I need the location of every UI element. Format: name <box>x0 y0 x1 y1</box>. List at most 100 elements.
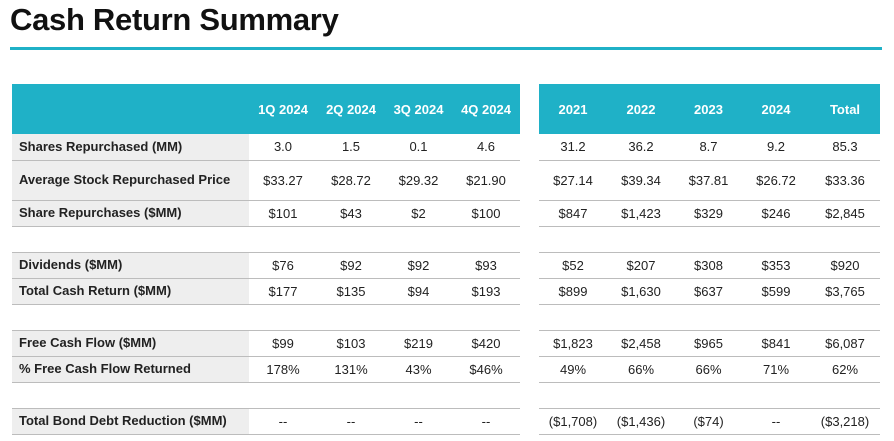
annual-value-cell: $26.72 <box>742 160 810 201</box>
table-row: Total Cash Return ($MM) $177 $135 $94 $193 <box>12 278 520 305</box>
annual-value-cell: $841 <box>742 330 810 357</box>
spacer-row <box>12 226 520 253</box>
quarterly-value-cell: $21.90 <box>452 160 520 201</box>
spacer-cell <box>385 304 452 331</box>
annual-value-cell: $920 <box>810 252 880 279</box>
annual-value-cell: $39.34 <box>607 160 675 201</box>
quarterly-value-cell: $43 <box>317 200 385 227</box>
annual-value-cell: $308 <box>675 252 742 279</box>
header-2023: 2023 <box>675 84 742 134</box>
quarterly-value-cell: 1.5 <box>317 134 385 161</box>
row-label: Dividends ($MM) <box>12 252 249 279</box>
spacer-cell <box>385 226 452 253</box>
annual-header-row: 2021 2022 2023 2024 Total <box>539 84 880 134</box>
annual-value-cell: $6,087 <box>810 330 880 357</box>
table-row: $52 $207 $308 $353 $920 <box>539 252 880 279</box>
header-1q-2024: 1Q 2024 <box>249 84 317 134</box>
spacer-cell <box>539 304 607 331</box>
annual-value-cell: 62% <box>810 356 880 383</box>
quarterly-value-cell: 4.6 <box>452 134 520 161</box>
quarterly-value-cell: $2 <box>385 200 452 227</box>
header-2022: 2022 <box>607 84 675 134</box>
annual-value-cell: $353 <box>742 252 810 279</box>
spacer-cell <box>452 382 520 409</box>
annual-value-cell: $599 <box>742 278 810 305</box>
annual-value-cell: 36.2 <box>607 134 675 161</box>
spacer-cell <box>810 304 880 331</box>
quarterly-value-cell: $420 <box>452 330 520 357</box>
quarterly-value-cell: $33.27 <box>249 160 317 201</box>
quarterly-value-cell: $92 <box>317 252 385 279</box>
spacer-cell <box>742 304 810 331</box>
spacer-cell <box>317 382 385 409</box>
annual-value-cell: $207 <box>607 252 675 279</box>
annual-value-cell: $37.81 <box>675 160 742 201</box>
quarterly-value-cell: $28.72 <box>317 160 385 201</box>
row-label: Total Bond Debt Reduction ($MM) <box>12 408 249 435</box>
spacer-cell <box>249 226 317 253</box>
spacer-cell <box>607 382 675 409</box>
annual-value-cell: $637 <box>675 278 742 305</box>
quarterly-value-cell: $92 <box>385 252 452 279</box>
annual-value-cell: 85.3 <box>810 134 880 161</box>
table-row: Shares Repurchased (MM) 3.0 1.5 0.1 4.6 <box>12 134 520 161</box>
annual-value-cell: 71% <box>742 356 810 383</box>
spacer-cell <box>317 304 385 331</box>
quarterly-value-cell: $135 <box>317 278 385 305</box>
row-label: Shares Repurchased (MM) <box>12 134 249 161</box>
quarterly-value-cell: 178% <box>249 356 317 383</box>
quarterly-table: 1Q 2024 2Q 2024 3Q 2024 4Q 2024 Shares R… <box>12 84 520 435</box>
spacer-row <box>12 304 520 331</box>
annual-value-cell: ($1,708) <box>539 408 607 435</box>
row-label: Total Cash Return ($MM) <box>12 278 249 305</box>
title-underline <box>10 47 882 50</box>
quarterly-value-cell: $101 <box>249 200 317 227</box>
row-label: % Free Cash Flow Returned <box>12 356 249 383</box>
header-2q-2024: 2Q 2024 <box>317 84 385 134</box>
annual-value-cell: 8.7 <box>675 134 742 161</box>
table-row: $27.14 $39.34 $37.81 $26.72 $33.36 <box>539 160 880 201</box>
header-4q-2024: 4Q 2024 <box>452 84 520 134</box>
spacer-row <box>539 382 880 409</box>
row-label: Share Repurchases ($MM) <box>12 200 249 227</box>
page-title: Cash Return Summary <box>10 2 339 37</box>
quarterly-value-cell: $100 <box>452 200 520 227</box>
spacer-cell <box>249 304 317 331</box>
spacer-cell <box>607 304 675 331</box>
spacer-cell <box>742 382 810 409</box>
spacer-row <box>12 382 520 409</box>
spacer-cell <box>539 226 607 253</box>
header-3q-2024: 3Q 2024 <box>385 84 452 134</box>
annual-value-cell: 66% <box>607 356 675 383</box>
header-total: Total <box>810 84 880 134</box>
spacer-cell <box>810 382 880 409</box>
table-row: 49% 66% 66% 71% 62% <box>539 356 880 383</box>
spacer-cell <box>810 226 880 253</box>
annual-value-cell: $1,630 <box>607 278 675 305</box>
quarterly-value-cell: $94 <box>385 278 452 305</box>
quarterly-value-cell: 3.0 <box>249 134 317 161</box>
quarterly-value-cell: $219 <box>385 330 452 357</box>
quarterly-value-cell: $177 <box>249 278 317 305</box>
annual-value-cell: 31.2 <box>539 134 607 161</box>
annual-value-cell: -- <box>742 408 810 435</box>
table-row: 31.2 36.2 8.7 9.2 85.3 <box>539 134 880 161</box>
table-row: $847 $1,423 $329 $246 $2,845 <box>539 200 880 227</box>
spacer-cell <box>12 382 249 409</box>
annual-value-cell: $2,845 <box>810 200 880 227</box>
annual-value-cell: $33.36 <box>810 160 880 201</box>
header-2024: 2024 <box>742 84 810 134</box>
row-label: Free Cash Flow ($MM) <box>12 330 249 357</box>
spacer-cell <box>317 226 385 253</box>
spacer-row <box>539 226 880 253</box>
quarterly-value-cell: $93 <box>452 252 520 279</box>
spacer-cell <box>675 304 742 331</box>
quarterly-value-cell: -- <box>249 408 317 435</box>
table-row: Share Repurchases ($MM) $101 $43 $2 $100 <box>12 200 520 227</box>
quarterly-header-row: 1Q 2024 2Q 2024 3Q 2024 4Q 2024 <box>12 84 520 134</box>
table-row: Average Stock Repurchased Price $33.27 $28… <box>12 160 520 201</box>
table-row: % Free Cash Flow Returned 178% 131% 43% $46% <box>12 356 520 383</box>
spacer-cell <box>249 382 317 409</box>
quarterly-value-cell: $99 <box>249 330 317 357</box>
annual-value-cell: $1,423 <box>607 200 675 227</box>
